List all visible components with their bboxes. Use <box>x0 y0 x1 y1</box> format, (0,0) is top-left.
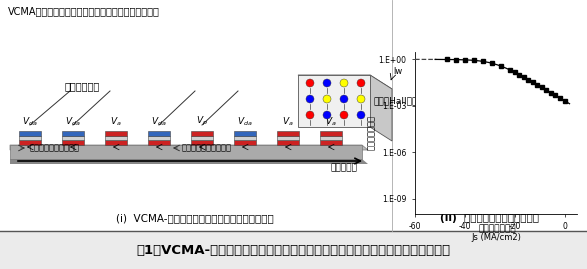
Text: $V_p$: $V_p$ <box>196 115 208 128</box>
Y-axis label: 書込みエラー率: 書込みエラー率 <box>367 115 376 150</box>
Circle shape <box>306 111 314 119</box>
Polygon shape <box>19 136 41 140</box>
Circle shape <box>323 111 331 119</box>
Polygon shape <box>298 75 370 127</box>
Text: ：記憶層の磁化の向き: ：記憶層の磁化の向き <box>182 143 232 153</box>
Circle shape <box>306 95 314 103</box>
Polygon shape <box>320 140 342 145</box>
Polygon shape <box>19 131 41 136</box>
Circle shape <box>340 111 348 119</box>
Circle shape <box>340 95 348 103</box>
Polygon shape <box>277 140 299 145</box>
Circle shape <box>357 95 365 103</box>
Circle shape <box>323 79 331 87</box>
X-axis label: Js (MA/cm2): Js (MA/cm2) <box>471 233 521 242</box>
Text: $V_a$: $V_a$ <box>282 115 294 128</box>
Polygon shape <box>19 140 41 145</box>
Polygon shape <box>62 136 84 140</box>
Text: lw: lw <box>393 67 402 76</box>
Polygon shape <box>62 131 84 136</box>
Polygon shape <box>298 75 392 89</box>
Text: (i)  VCMA-スピンホール効果（重畳）一括書込み: (i) VCMA-スピンホール効果（重畳）一括書込み <box>116 213 274 223</box>
Text: スピンHall効果: スピンHall効果 <box>374 97 419 105</box>
Circle shape <box>357 79 365 87</box>
Text: $V_{da}$: $V_{da}$ <box>22 115 38 128</box>
Polygon shape <box>105 131 127 136</box>
Polygon shape <box>148 136 170 140</box>
Circle shape <box>323 95 331 103</box>
Polygon shape <box>148 131 170 136</box>
Text: 書込みデータ: 書込みデータ <box>65 81 100 91</box>
Polygon shape <box>320 136 342 140</box>
Polygon shape <box>191 140 213 145</box>
Polygon shape <box>148 140 170 145</box>
Polygon shape <box>191 136 213 140</box>
Text: $V_{da}$: $V_{da}$ <box>237 115 253 128</box>
Polygon shape <box>62 140 84 145</box>
Text: (ii)  書込みエラー率の測定結果: (ii) 書込みエラー率の測定結果 <box>440 213 539 223</box>
Circle shape <box>340 79 348 87</box>
Circle shape <box>306 79 314 87</box>
Text: $V_a$: $V_a$ <box>110 115 122 128</box>
Polygon shape <box>277 131 299 136</box>
Polygon shape <box>10 145 362 159</box>
Text: $V_{da}$: $V_{da}$ <box>65 115 81 128</box>
Polygon shape <box>320 131 342 136</box>
Polygon shape <box>105 136 127 140</box>
Polygon shape <box>105 140 127 145</box>
Circle shape <box>357 111 365 119</box>
Polygon shape <box>234 131 256 136</box>
Polygon shape <box>370 75 392 141</box>
Polygon shape <box>277 136 299 140</box>
Text: 書込み電流密度: 書込み電流密度 <box>478 224 516 233</box>
Text: 図1　VCMA-スピンホール効果（重畳）一括書込みによる書込みエラー率の低減: 図1 VCMA-スピンホール効果（重畳）一括書込みによる書込みエラー率の低減 <box>136 243 451 257</box>
Polygon shape <box>10 159 368 164</box>
Text: $V_{da}$: $V_{da}$ <box>151 115 167 128</box>
Polygon shape <box>191 131 213 136</box>
Text: 書込み電流: 書込み電流 <box>330 163 357 172</box>
Text: ：参照層の磁化の向き: ：参照層の磁化の向き <box>30 143 80 153</box>
Text: $V_a$: $V_a$ <box>325 115 337 128</box>
Polygon shape <box>234 136 256 140</box>
Polygon shape <box>10 145 368 150</box>
Text: VCMA効果により選択セルのみエネルギー障壁を低減: VCMA効果により選択セルのみエネルギー障壁を低減 <box>8 6 160 16</box>
Polygon shape <box>234 140 256 145</box>
